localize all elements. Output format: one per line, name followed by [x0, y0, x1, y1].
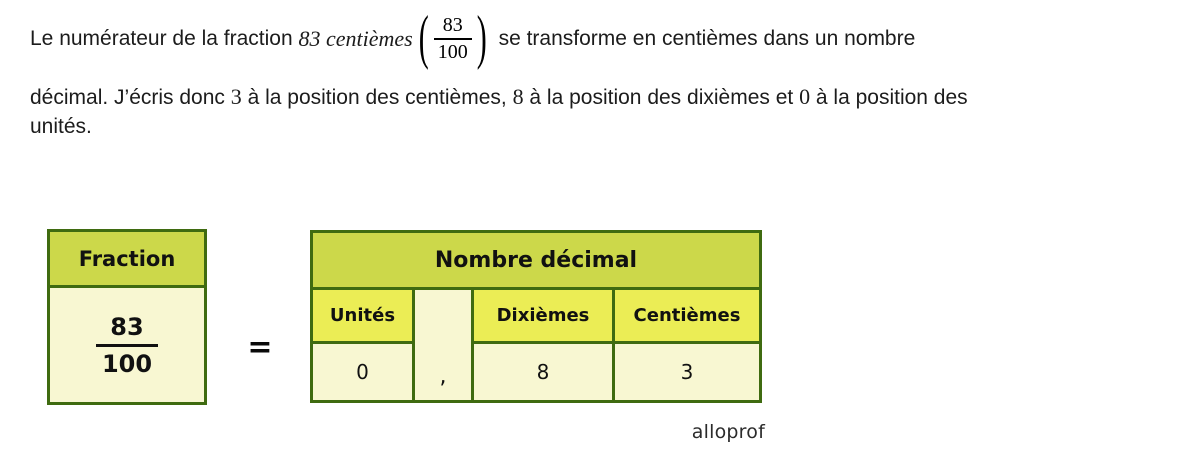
- text-segment: à la position des: [810, 86, 968, 109]
- column-header-dixiemes: Dixièmes: [474, 290, 612, 341]
- table-fraction-denominator: 100: [101, 349, 153, 378]
- fraction-bar: [96, 343, 158, 347]
- text-segment: unités.: [30, 115, 92, 138]
- value-dixiemes: 8: [474, 344, 612, 400]
- inline-math-fraction: ( 83 100 ): [419, 8, 487, 68]
- text-segment: à la position des dixièmes et: [523, 86, 800, 109]
- fraction-stack: 83 100: [433, 14, 472, 64]
- text-segment: décimal. J’écris donc: [30, 86, 231, 109]
- fraction-numerator: 83: [442, 14, 463, 36]
- decimal-comma-cell: ,: [415, 290, 471, 400]
- fraction-table-body: 83 100: [50, 288, 204, 402]
- math-digit-3: 3: [230, 84, 242, 109]
- fraction-table: Fraction 83 100: [47, 229, 207, 405]
- text-segment: à la position des centièmes,: [241, 86, 513, 109]
- value-centiemes: 3: [615, 344, 759, 400]
- column-header-centiemes: Centièmes: [615, 290, 759, 341]
- math-digit-0: 0: [799, 84, 811, 109]
- close-paren: ): [476, 5, 487, 71]
- decimal-table: Nombre décimal Unités , Dixièmes Centièm…: [310, 230, 762, 403]
- paragraph-line-3: unités.: [30, 116, 92, 138]
- fraction-denominator: 100: [433, 38, 472, 64]
- paragraph-line-1: Le numérateur de la fraction 83 centième…: [30, 6, 915, 72]
- column-header-unites: Unités: [313, 290, 412, 341]
- decimal-table-header: Nombre décimal: [313, 233, 759, 287]
- open-paren: (: [418, 5, 429, 71]
- equals-sign: =: [247, 329, 273, 365]
- text-segment: Le numérateur de la fraction: [30, 27, 299, 50]
- math-digit-8: 8: [512, 84, 524, 109]
- fraction-table-header: Fraction: [50, 232, 204, 285]
- fraction-name-italic: 83 centièmes: [298, 26, 413, 51]
- table-fraction-numerator: 83: [110, 312, 144, 341]
- text-segment: se transforme en centièmes dans un nombr…: [492, 27, 916, 50]
- alloprof-wordmark: alloprof: [691, 421, 765, 443]
- value-unites: 0: [313, 344, 412, 400]
- paragraph-line-2: décimal. J’écris donc 3 à la position de…: [30, 86, 968, 109]
